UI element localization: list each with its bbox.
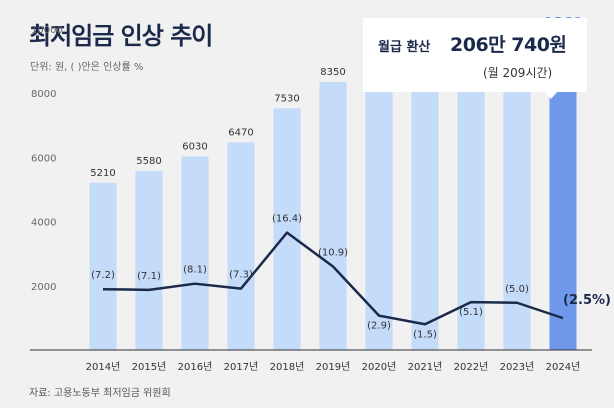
y-tick-label: 6000 xyxy=(31,153,56,164)
y-tick-label: 4000 xyxy=(31,218,56,229)
rate-label: (5.1) xyxy=(459,307,483,318)
bar xyxy=(365,74,393,351)
y-tick-label: 2000 xyxy=(31,282,56,293)
x-tick-label: 2019년 xyxy=(316,361,351,373)
rate-label: (8.1) xyxy=(183,265,207,276)
y-tick-label: 10000 xyxy=(31,25,63,36)
bar xyxy=(503,41,531,351)
bar-value-label: 5580 xyxy=(136,156,161,167)
y-tick-label: 8000 xyxy=(31,89,56,100)
rate-line xyxy=(102,231,564,326)
bar-value-label: 6030 xyxy=(182,141,207,152)
bar xyxy=(273,108,301,350)
bar xyxy=(89,182,117,350)
rate-label: (7.2) xyxy=(91,270,115,281)
bar xyxy=(319,81,347,350)
callout-pointer xyxy=(543,90,559,99)
rate-label: (7.1) xyxy=(137,271,161,282)
bar-value-label: 7530 xyxy=(274,93,299,104)
x-tick-label: 2023년 xyxy=(500,361,535,373)
x-tick-label: 2016년 xyxy=(178,361,213,373)
bar xyxy=(227,142,255,350)
bar-value-label: 8350 xyxy=(320,67,345,78)
chart-title: 최저임금 인상 추이 xyxy=(29,22,213,50)
rate-label: (1.5) xyxy=(413,329,437,340)
callout-label: 월급 환산 xyxy=(378,40,431,55)
x-tick-label: 2020년 xyxy=(362,361,397,373)
x-tick-label: 2017년 xyxy=(224,361,259,373)
x-tick-label: 2018년 xyxy=(270,361,305,373)
rate-label: (2.9) xyxy=(367,321,391,332)
monthly-wage-callout: 월급 환산 206만 740원 (월 209시간) xyxy=(363,18,587,92)
x-tick-label: 2015년 xyxy=(132,361,167,373)
x-tick-label: 2014년 xyxy=(86,361,121,373)
callout-value: 206만 740원 xyxy=(450,34,567,56)
bar-value-label: 6470 xyxy=(228,127,253,138)
rate-label: (2.5%) xyxy=(563,293,611,308)
x-tick-label: 2024년 xyxy=(546,361,581,373)
chart-subtitle: 단위: 원, ( )안은 인상률 % xyxy=(30,62,144,73)
bar xyxy=(181,156,209,350)
x-tick-label: 2021년 xyxy=(408,361,443,373)
source-note: 자료: 고용노동부 최저임금 위원회 xyxy=(29,388,171,399)
rate-label: (5.0) xyxy=(505,284,529,295)
rate-label: (16.4) xyxy=(272,214,302,225)
callout-note: (월 209시간) xyxy=(483,66,553,80)
x-tick-label: 2022년 xyxy=(454,361,489,373)
rate-label: (7.3) xyxy=(229,270,253,281)
bar-value-label: 5210 xyxy=(90,168,115,179)
bar xyxy=(411,70,439,350)
bar xyxy=(135,170,163,350)
rate-label: (10.9) xyxy=(318,247,348,258)
